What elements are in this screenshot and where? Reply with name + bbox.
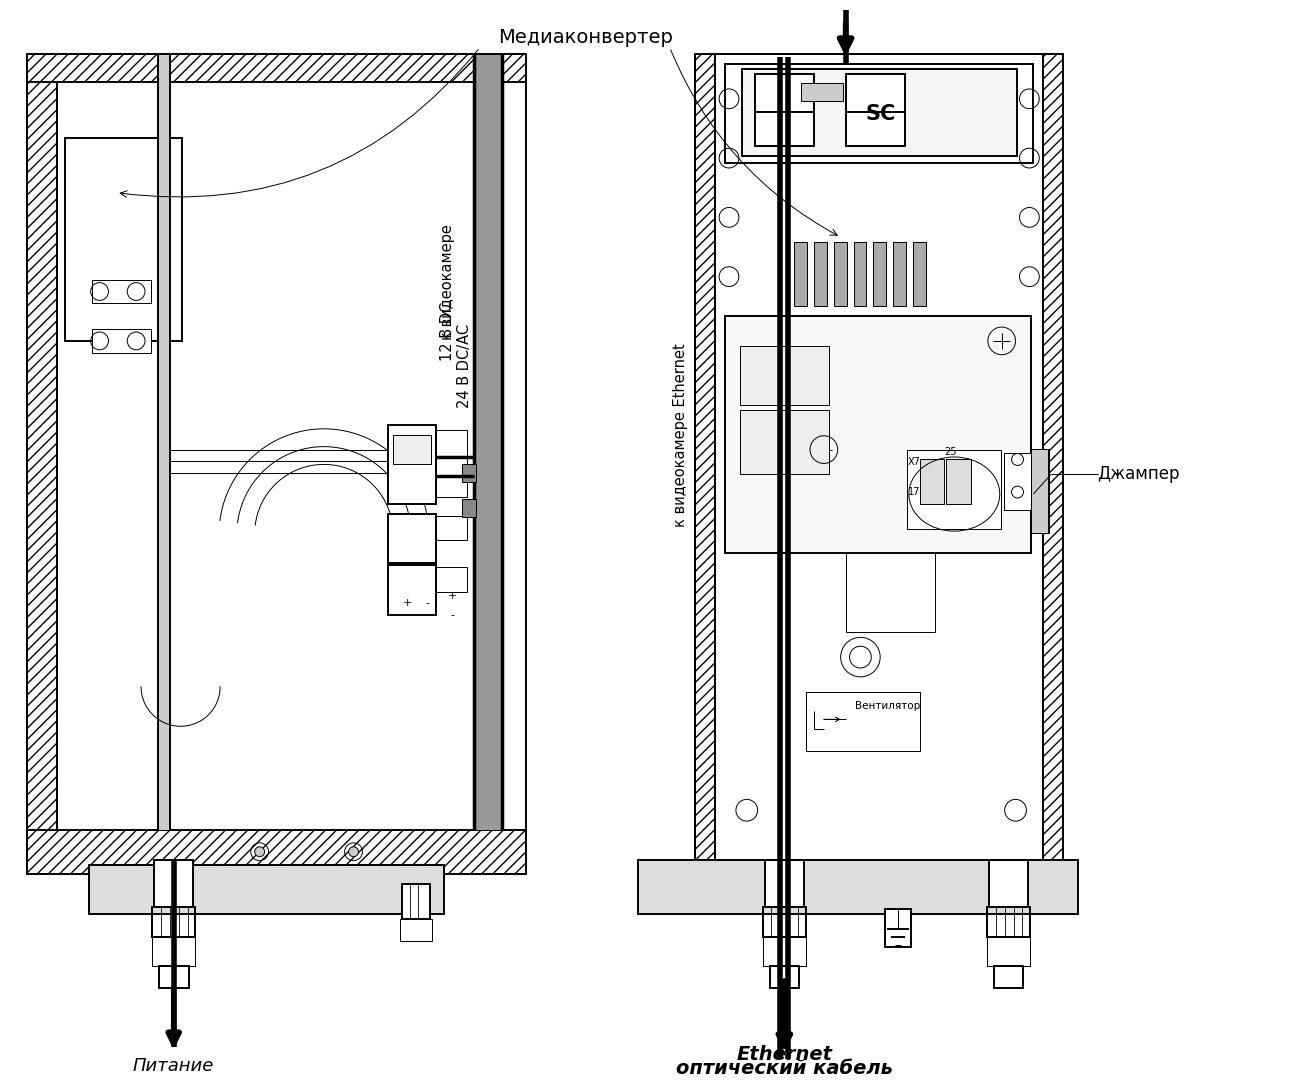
Bar bbox=[854, 242, 867, 307]
Bar bbox=[893, 242, 906, 307]
Bar bbox=[740, 346, 828, 405]
Bar bbox=[1031, 448, 1049, 532]
Bar bbox=[435, 516, 468, 540]
Text: SC: SC bbox=[866, 104, 895, 123]
Bar bbox=[814, 242, 827, 307]
Text: -: - bbox=[425, 597, 430, 608]
Bar bbox=[994, 967, 1023, 988]
Bar bbox=[152, 907, 195, 936]
Bar bbox=[946, 459, 972, 504]
Bar bbox=[845, 75, 904, 111]
Bar bbox=[401, 919, 432, 941]
Bar bbox=[907, 449, 1001, 528]
Bar bbox=[474, 54, 501, 831]
Bar bbox=[27, 831, 526, 875]
Bar bbox=[833, 242, 846, 307]
Bar bbox=[27, 54, 57, 875]
Circle shape bbox=[255, 847, 265, 856]
Bar bbox=[393, 435, 430, 464]
Bar bbox=[388, 565, 435, 615]
Bar bbox=[801, 83, 842, 100]
Bar bbox=[920, 459, 944, 504]
Text: к видеокамере: к видеокамере bbox=[439, 224, 455, 339]
Bar bbox=[402, 885, 430, 919]
Text: Питание: Питание bbox=[133, 1057, 214, 1076]
Bar bbox=[388, 424, 435, 504]
Text: 12 В DC: 12 В DC bbox=[439, 301, 455, 361]
Bar bbox=[89, 865, 444, 914]
Bar bbox=[154, 860, 194, 907]
Bar bbox=[463, 464, 475, 482]
Text: -: - bbox=[451, 610, 455, 621]
Bar bbox=[725, 64, 1034, 163]
Bar bbox=[638, 860, 1078, 914]
Bar bbox=[987, 936, 1031, 967]
Bar bbox=[755, 75, 814, 111]
Text: X7: X7 bbox=[908, 458, 921, 468]
Text: Ethernet: Ethernet bbox=[736, 1045, 832, 1065]
Text: +: + bbox=[403, 597, 412, 608]
Bar bbox=[755, 111, 814, 146]
Bar bbox=[765, 860, 804, 907]
Bar bbox=[158, 54, 169, 831]
Bar bbox=[885, 909, 911, 946]
Bar bbox=[435, 430, 468, 497]
Bar bbox=[159, 967, 189, 988]
Bar bbox=[873, 242, 886, 307]
Bar bbox=[152, 936, 195, 967]
Text: к видеокамере Ethernet: к видеокамере Ethernet bbox=[673, 342, 689, 527]
Bar bbox=[725, 316, 1031, 553]
Circle shape bbox=[349, 847, 358, 856]
Bar bbox=[988, 860, 1028, 907]
Text: 17: 17 bbox=[908, 487, 920, 497]
Bar bbox=[987, 907, 1031, 936]
Text: Медиаконвертер: Медиаконвертер bbox=[499, 28, 673, 48]
Bar bbox=[762, 936, 806, 967]
Text: 25: 25 bbox=[944, 446, 957, 457]
Text: Вентилятор: Вентилятор bbox=[855, 702, 921, 712]
Bar bbox=[716, 54, 1043, 875]
Bar bbox=[27, 54, 526, 82]
Bar bbox=[742, 69, 1017, 157]
Bar bbox=[845, 111, 904, 146]
Bar bbox=[388, 514, 435, 564]
Bar bbox=[92, 329, 151, 353]
Bar bbox=[695, 54, 716, 875]
Bar bbox=[795, 242, 808, 307]
Bar bbox=[65, 138, 182, 341]
Text: Джампер: Джампер bbox=[1098, 465, 1180, 483]
Bar bbox=[770, 967, 800, 988]
Bar bbox=[1004, 453, 1031, 510]
Text: +: + bbox=[447, 591, 457, 600]
Bar bbox=[740, 410, 828, 474]
Bar bbox=[435, 567, 468, 592]
Bar bbox=[463, 499, 475, 517]
Text: 24 В DC/AC: 24 В DC/AC bbox=[456, 324, 472, 407]
Bar bbox=[912, 242, 925, 307]
Text: оптический кабель: оптический кабель bbox=[676, 1059, 893, 1078]
Bar bbox=[806, 691, 920, 751]
Bar bbox=[92, 280, 151, 303]
Bar bbox=[762, 907, 806, 936]
Bar bbox=[1043, 54, 1063, 875]
